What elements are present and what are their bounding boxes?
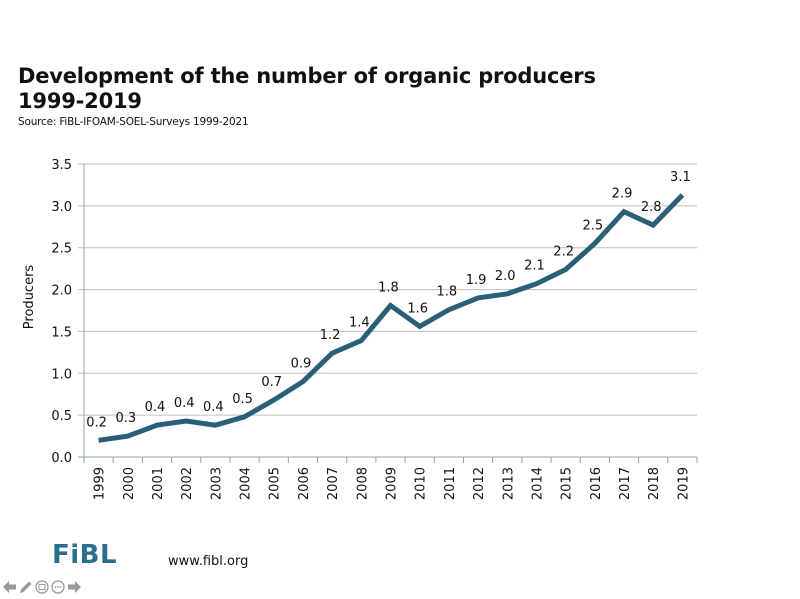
- fibl-logo: FiBL: [52, 540, 118, 570]
- data-label: 0.4: [203, 400, 224, 415]
- y-tick-label: 3.5: [51, 158, 72, 173]
- x-tick-label: 2007: [326, 467, 341, 500]
- data-label: 2.8: [641, 200, 662, 215]
- x-tick-label: 2003: [209, 467, 224, 500]
- data-label: 1.4: [349, 316, 370, 331]
- data-label: 0.5: [232, 392, 253, 407]
- data-label: 2.0: [495, 269, 516, 284]
- x-tick-label: 2014: [530, 467, 545, 500]
- pen-tool-button[interactable]: [19, 580, 33, 594]
- x-tick-label: 2011: [443, 467, 458, 500]
- x-tick-label: 2001: [151, 467, 166, 500]
- y-tick-label: 2.0: [51, 284, 72, 299]
- website-url[interactable]: www.fibl.org: [168, 554, 249, 569]
- x-tick-label: 2013: [501, 467, 516, 500]
- x-tick-labels: 1999 2000 2001 2002 2003 2004 2005 2006 2007 2008…: [93, 467, 692, 500]
- y-tick-label: 3.0: [51, 200, 72, 215]
- data-label: 0.2: [86, 415, 107, 430]
- arrow-right-icon: [68, 581, 81, 593]
- x-tick-label: 2019: [676, 467, 691, 500]
- data-label: 1.2: [320, 328, 341, 343]
- x-tick-label: 2012: [472, 467, 487, 500]
- series-producers: [98, 193, 685, 443]
- more-options-button[interactable]: [51, 580, 65, 594]
- data-label: 2.1: [524, 259, 545, 274]
- x-tick-label: 2016: [589, 467, 604, 500]
- data-label: 0.4: [174, 396, 195, 411]
- y-axis-label: Producers: [22, 265, 37, 330]
- data-label: 2.2: [553, 244, 574, 259]
- slide-sorter-button[interactable]: [35, 580, 49, 594]
- x-tick-label: 2004: [239, 467, 254, 500]
- chart-title: Development of the number of organic pro…: [18, 64, 596, 114]
- data-label: 0.4: [145, 400, 166, 415]
- title-line-1: Development of the number of organic pro…: [18, 64, 596, 88]
- slideshow-controls: [3, 580, 81, 594]
- x-tick-label: 2018: [647, 467, 662, 500]
- x-tick-label: 2008: [355, 467, 370, 500]
- data-label: 1.8: [378, 280, 399, 295]
- data-label: 1.6: [407, 301, 428, 316]
- data-label: 0.7: [261, 375, 282, 390]
- data-labels: 0.2 0.3 0.4 0.4 0.4 0.5 0.7 0.9 1.2 1.4 1.8 1.6 1.8 1…: [86, 170, 690, 430]
- data-label: 2.9: [612, 187, 633, 202]
- gridlines: [78, 163, 697, 416]
- x-tick-label: 2006: [297, 467, 312, 500]
- x-tick-label: 1999: [93, 467, 108, 500]
- chart-source: Source: FiBL-IFOAM-SOEL-Surveys 1999-202…: [18, 116, 249, 128]
- title-line-2: 1999-2019: [18, 89, 142, 113]
- next-slide-button[interactable]: [67, 580, 81, 594]
- x-tick-label: 2005: [268, 467, 283, 500]
- y-tick-label: 2.5: [51, 242, 72, 257]
- series-line-producers: [98, 193, 685, 443]
- y-tick-label: 1.0: [51, 367, 72, 382]
- x-tick-label: 2000: [122, 467, 137, 500]
- arrow-left-icon: [3, 581, 16, 593]
- x-tick-label: 2017: [618, 467, 633, 500]
- line-chart: 0.0 0.5 1.0 1.5 2.0 2.5 3.0 3.5 1999 2000 2001 200…: [22, 158, 698, 500]
- data-label: 1.9: [466, 273, 487, 288]
- data-label: 0.3: [115, 411, 136, 426]
- previous-slide-button[interactable]: [3, 580, 17, 594]
- axes: [78, 164, 698, 463]
- y-tick-label: 1.5: [51, 325, 72, 340]
- x-tick-label: 2002: [180, 467, 195, 500]
- y-tick-label: 0.0: [51, 451, 72, 466]
- x-tick-label: 2009: [385, 467, 400, 500]
- data-label: 1.8: [437, 285, 458, 300]
- data-label: 2.5: [582, 219, 603, 234]
- y-tick-label: 0.5: [51, 409, 72, 424]
- y-tick-labels: 0.0 0.5 1.0 1.5 2.0 2.5 3.0 3.5: [51, 158, 72, 466]
- pencil-icon: [20, 581, 32, 593]
- data-label: 3.1: [670, 170, 691, 185]
- ellipsis-icon: [51, 580, 65, 594]
- data-label: 0.9: [291, 357, 312, 372]
- x-tick-label: 2010: [414, 467, 429, 500]
- grid-icon: [35, 580, 49, 594]
- x-tick-label: 2015: [560, 467, 575, 500]
